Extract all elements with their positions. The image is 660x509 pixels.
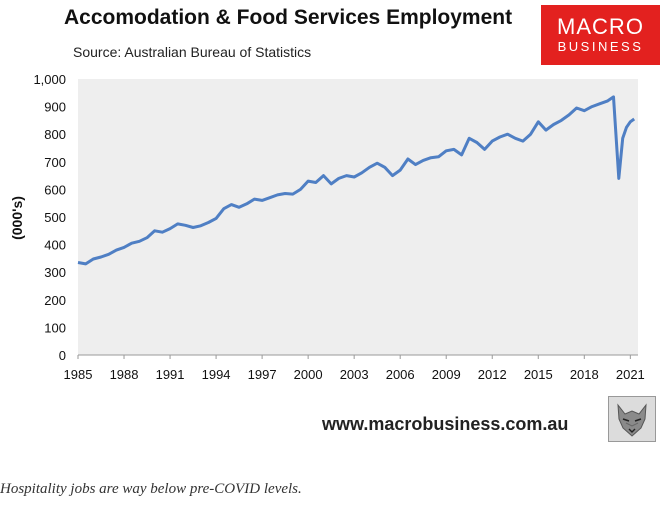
x-tick-label: 2015 bbox=[524, 367, 553, 382]
y-tick-label: 1,000 bbox=[33, 72, 66, 87]
x-tick-label: 2003 bbox=[340, 367, 369, 382]
plot-area bbox=[78, 79, 638, 355]
article-caption: Hospitality jobs are way below pre-COVID… bbox=[0, 481, 302, 497]
y-tick-label: 300 bbox=[44, 265, 66, 280]
brand-logo: MACRO BUSINESS bbox=[541, 5, 660, 65]
chart-title: Accomodation & Food Services Employment bbox=[64, 6, 513, 29]
wolf-head-icon bbox=[608, 396, 656, 442]
x-tick-label: 2006 bbox=[386, 367, 415, 382]
y-tick-label: 700 bbox=[44, 155, 66, 170]
logo-line-2: BUSINESS bbox=[557, 39, 644, 54]
x-tick-label: 1997 bbox=[248, 367, 277, 382]
y-tick-label: 200 bbox=[44, 293, 66, 308]
y-axis-label: (000's) bbox=[9, 196, 25, 240]
x-tick-label: 1985 bbox=[64, 367, 93, 382]
x-tick-label: 1991 bbox=[156, 367, 185, 382]
employment-series-line bbox=[77, 95, 636, 266]
x-axis-ticks: 1985 1988 1991 1994 1997 2000 2003 2006 2009 2012… bbox=[64, 355, 645, 382]
x-tick-label: 2012 bbox=[478, 367, 507, 382]
y-tick-label: 800 bbox=[44, 127, 66, 142]
x-tick-label: 1988 bbox=[110, 367, 139, 382]
y-tick-label: 100 bbox=[44, 320, 66, 335]
website-url: www.macrobusiness.com.au bbox=[322, 414, 569, 434]
y-tick-label: 0 bbox=[59, 348, 66, 363]
x-tick-label: 2009 bbox=[432, 367, 461, 382]
y-axis-ticks: 0 100 200 300 400 500 600 700 800 900 1,000 bbox=[33, 72, 66, 363]
y-tick-label: 400 bbox=[44, 238, 66, 253]
x-tick-label: 2018 bbox=[570, 367, 599, 382]
x-tick-label: 2021 bbox=[616, 367, 645, 382]
logo-line-1: MACRO bbox=[557, 14, 644, 39]
x-tick-label: 2000 bbox=[294, 367, 323, 382]
y-tick-label: 900 bbox=[44, 100, 66, 115]
chart-source: Source: Australian Bureau of Statistics bbox=[73, 44, 312, 60]
x-tick-label: 1994 bbox=[202, 367, 231, 382]
y-tick-label: 600 bbox=[44, 182, 66, 197]
y-tick-label: 500 bbox=[44, 210, 66, 225]
